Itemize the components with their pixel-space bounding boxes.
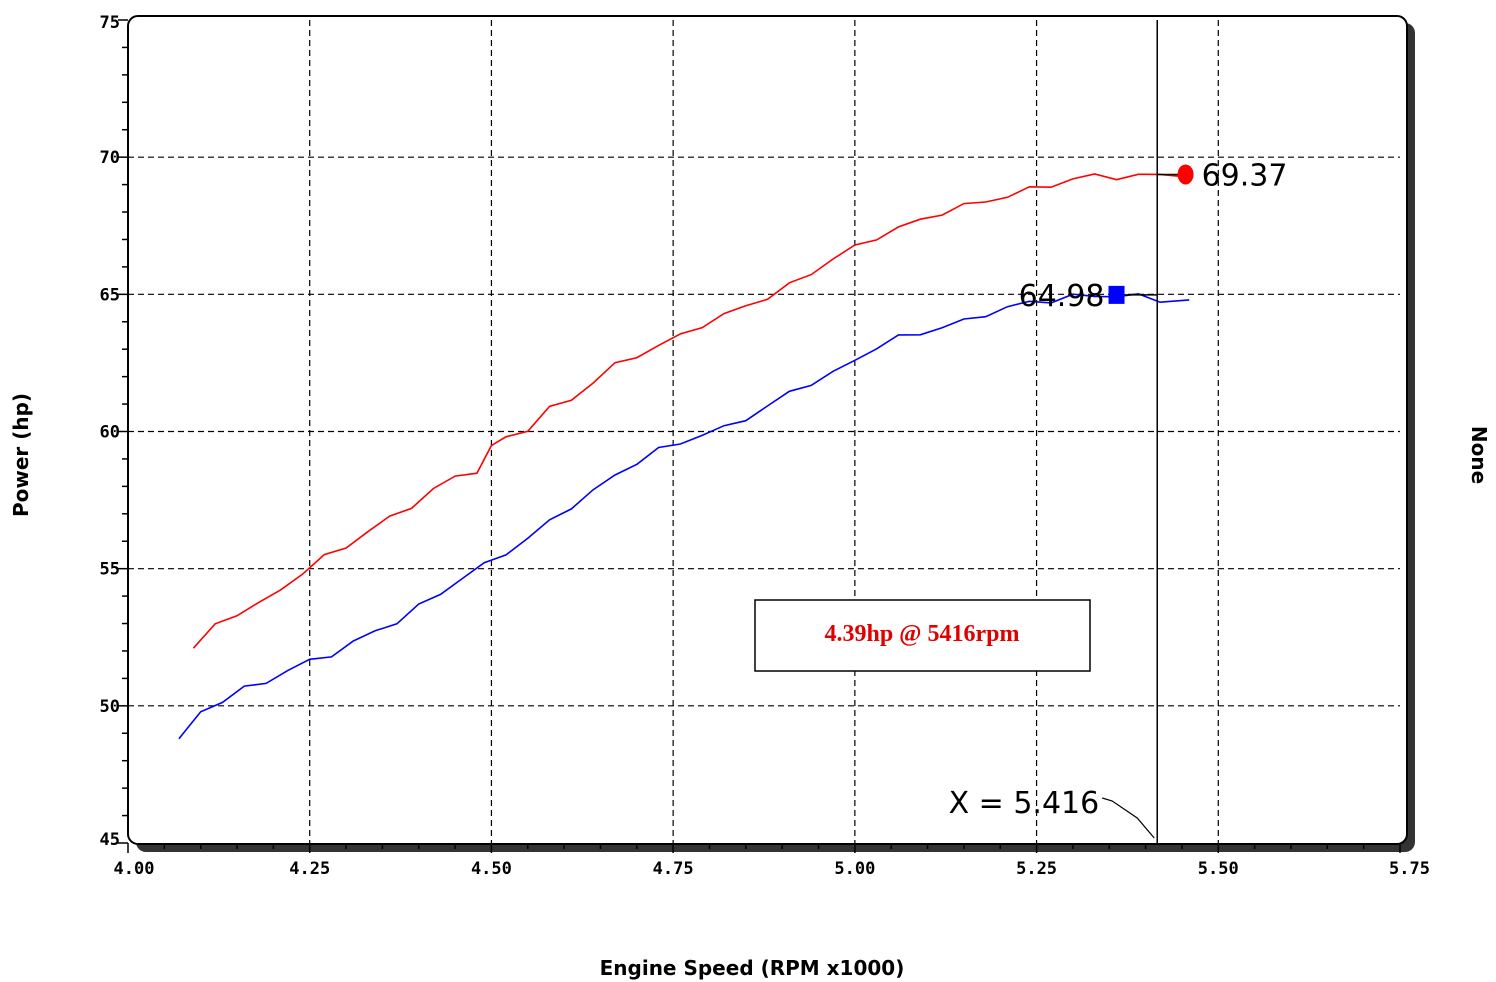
y-tick-label: 60 [100, 423, 120, 443]
y-tick-label: 55 [100, 560, 120, 580]
series-line-blue [178, 292, 1190, 740]
plot-frame [127, 15, 1415, 852]
plot-area [127, 15, 1408, 845]
marker-point-blue [1108, 285, 1125, 304]
y-tick-label: 70 [100, 148, 120, 168]
y-tick-label: 75 [100, 13, 120, 33]
x-tick-labels: 4.00 4.25 4.50 4.75 5.00 5.25 5.50 5.75 [114, 859, 1430, 879]
x-tick-label: 4.00 [114, 859, 155, 879]
annotation-text: 4.39hp @ 5416rpm [824, 621, 1019, 647]
marker-point-red [1177, 164, 1194, 185]
axis-ticks [118, 19, 1401, 853]
x-tick-label: 4.25 [289, 859, 330, 879]
x-tick-label: 5.25 [1016, 859, 1057, 879]
y-tick-label: 45 [100, 830, 120, 850]
y-tick-label: 65 [100, 285, 120, 305]
grid-lines [128, 20, 1400, 843]
series-line-red [192, 173, 1190, 649]
series-lines [178, 173, 1190, 740]
annotation-rect [754, 599, 1091, 672]
cursor-readout: X = 5.416 [949, 786, 1100, 821]
x-tick-label: 4.75 [653, 859, 694, 879]
right-axis-label: None [1467, 426, 1491, 484]
y-tick-labels: 45 50 55 60 65 70 75 [100, 13, 120, 850]
marker-label-blue: 64.98 [1019, 279, 1105, 314]
cursor-group[interactable]: X = 5.416 [949, 20, 1158, 843]
annotation-box: 4.39hp @ 5416rpm [754, 599, 1091, 672]
x-axis-title: Engine Speed (RPM x1000) [600, 956, 905, 980]
y-tick-label: 50 [100, 697, 120, 717]
cursor-label-leader [1102, 797, 1155, 839]
y-axis-title: Power (hp) [9, 393, 33, 517]
marker-label-red: 69.37 [1202, 158, 1288, 193]
x-tick-label: 5.50 [1198, 859, 1239, 879]
x-tick-label: 4.50 [471, 859, 512, 879]
x-tick-label: 5.75 [1389, 859, 1430, 879]
x-tick-label: 5.00 [834, 859, 875, 879]
markers-group: 69.37 64.98 [1019, 158, 1288, 313]
